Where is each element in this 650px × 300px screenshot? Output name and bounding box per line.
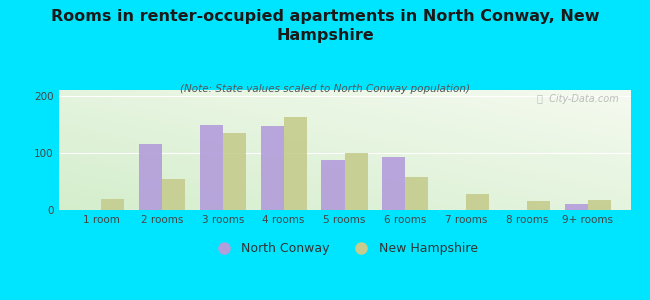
Bar	[466, 194, 489, 210]
Bar	[344, 153, 368, 210]
Bar	[261, 126, 283, 210]
Text: Rooms in renter-occupied apartments in North Conway, New
Hampshire: Rooms in renter-occupied apartments in N…	[51, 9, 599, 43]
Text: (Note: State values scaled to North Conway population): (Note: State values scaled to North Conw…	[180, 84, 470, 94]
Bar	[406, 177, 428, 210]
Bar	[321, 160, 345, 210]
Bar	[223, 133, 246, 210]
Bar	[139, 144, 162, 210]
Bar	[565, 204, 588, 210]
Bar	[588, 200, 611, 210]
Bar	[527, 201, 550, 210]
Text: ⓘ  City-Data.com: ⓘ City-Data.com	[538, 94, 619, 103]
Bar	[283, 117, 307, 210]
Bar	[382, 157, 406, 210]
Bar	[200, 125, 223, 210]
Legend: North Conway, New Hampshire: North Conway, New Hampshire	[207, 237, 482, 260]
Bar	[101, 199, 124, 210]
Bar	[162, 178, 185, 210]
